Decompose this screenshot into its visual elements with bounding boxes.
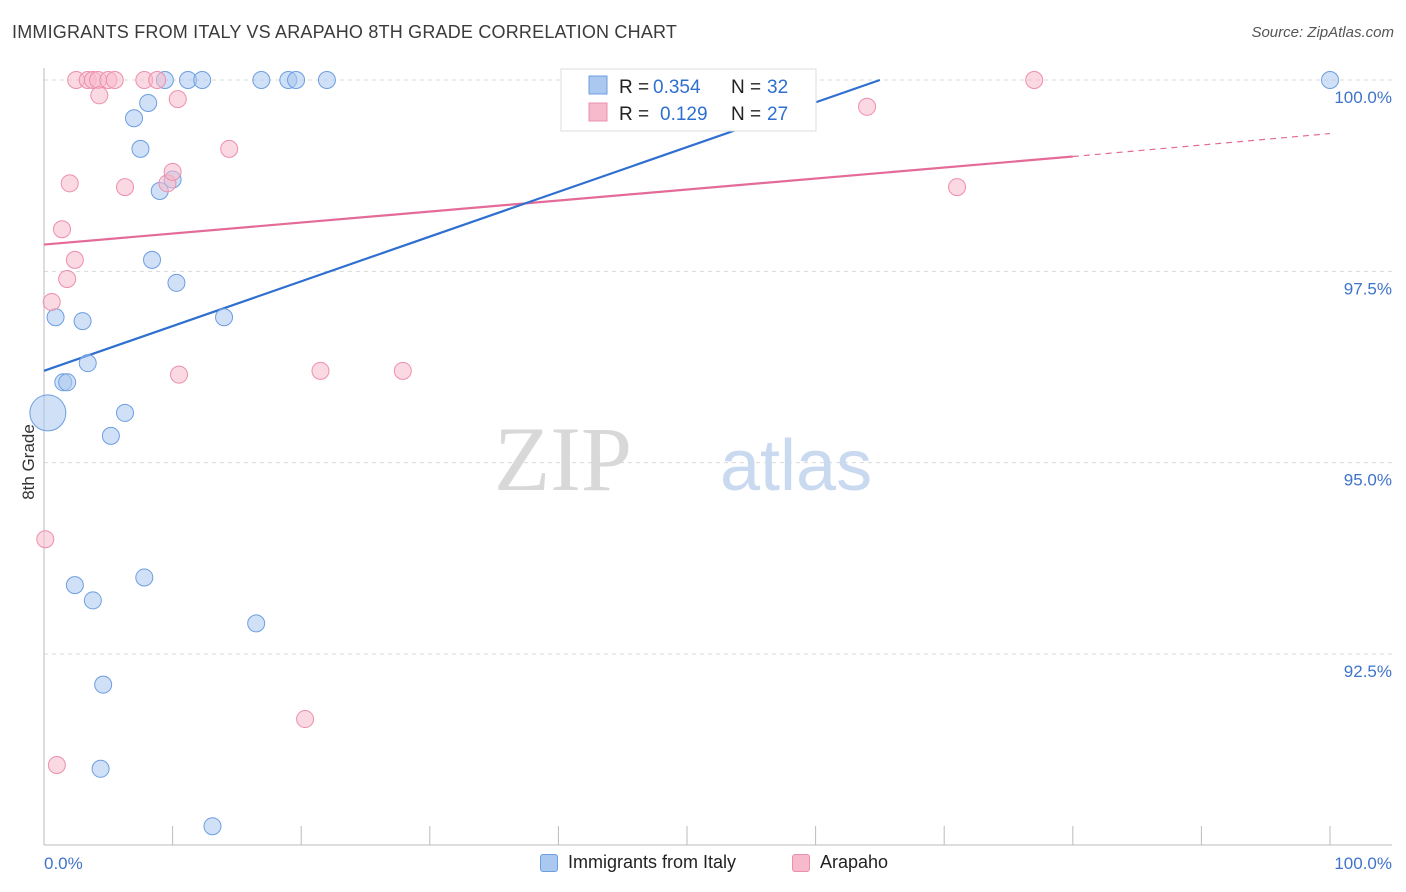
bottom-legend-label-italy: Immigrants from Italy <box>568 852 737 872</box>
y-tick-label: 92.5% <box>1344 662 1392 681</box>
bottom-legend-italy[interactable]: Immigrants from Italy <box>540 852 736 873</box>
point-arapaho <box>42 292 61 311</box>
stats-legend: R = 0.354 N = 32 R = 0.129 N = 27 <box>560 68 817 132</box>
point-italy <box>1321 71 1339 89</box>
point-arapaho <box>296 710 315 729</box>
point-arapaho <box>90 86 109 105</box>
legend-swatch-arapaho <box>588 102 608 122</box>
point-italy <box>78 354 97 373</box>
point-arapaho <box>311 361 330 380</box>
point-italy <box>46 308 65 327</box>
point-arapaho <box>148 71 167 89</box>
point-italy <box>252 71 271 89</box>
legend-r-label-arapaho: R = <box>619 104 649 125</box>
point-italy <box>101 426 120 445</box>
point-italy <box>193 71 212 89</box>
point-italy <box>131 139 150 158</box>
point-arapaho <box>65 250 84 269</box>
point-arapaho <box>105 71 124 89</box>
legend-r-label-italy: R = <box>619 77 649 98</box>
point-italy <box>125 109 144 128</box>
bottom-legend-swatch-arapaho <box>792 853 810 872</box>
point-arapaho <box>58 269 77 288</box>
x-tick-label: 100.0% <box>1334 854 1392 873</box>
point-italy <box>135 568 154 587</box>
point-italy <box>91 759 110 778</box>
data-points <box>29 71 1339 836</box>
point-arapaho <box>1025 71 1044 89</box>
point-italy <box>65 576 84 595</box>
point-italy <box>116 403 135 422</box>
point-italy <box>167 273 186 292</box>
y-tick-label: 95.0% <box>1344 471 1392 490</box>
y-tick-label: 100.0% <box>1334 88 1392 107</box>
point-italy <box>83 591 102 610</box>
point-italy <box>94 675 113 694</box>
x-tick-label: 0.0% <box>44 854 83 873</box>
point-italy <box>203 817 222 836</box>
point-italy <box>139 93 158 112</box>
y-axis-label: 8th Grade <box>19 424 38 500</box>
point-arapaho <box>36 530 55 549</box>
tick-labels: 100.0% 97.5% 95.0% 92.5% 0.0% 100.0% <box>44 88 1392 873</box>
point-arapaho <box>47 755 66 774</box>
bottom-legend-label-arapaho: Arapaho <box>820 852 889 872</box>
point-italy <box>143 250 162 269</box>
point-italy <box>73 312 92 331</box>
point-arapaho <box>163 162 182 181</box>
watermark: ZIP atlas <box>494 408 872 510</box>
chart-title: IMMIGRANTS FROM ITALY VS ARAPAHO 8TH GRA… <box>12 22 678 42</box>
watermark-zip: ZIP <box>494 408 632 510</box>
point-arapaho <box>116 178 135 197</box>
bottom-legend: Immigrants from Italy Arapaho <box>0 852 1406 878</box>
point-arapaho <box>168 90 187 109</box>
legend-n-value-arapaho: 27 <box>767 104 788 125</box>
point-arapaho <box>220 139 239 158</box>
point-italy <box>58 373 77 392</box>
point-italy <box>215 308 234 327</box>
axes <box>43 68 1392 846</box>
point-arapaho <box>60 174 79 193</box>
point-italy <box>247 614 266 633</box>
y-tick-label: 97.5% <box>1344 279 1392 298</box>
point-arapaho <box>170 365 189 384</box>
point-arapaho <box>53 220 72 239</box>
point-arapaho <box>948 178 967 197</box>
legend-n-value-italy: 32 <box>767 77 788 98</box>
legend-swatch-italy <box>588 75 608 95</box>
point-italy <box>317 71 336 89</box>
legend-n-label-italy: N = <box>731 77 761 98</box>
bottom-legend-swatch-italy <box>540 853 558 872</box>
bottom-legend-arapaho[interactable]: Arapaho <box>792 852 888 873</box>
source-label: Source: ZipAtlas.com <box>1251 24 1394 41</box>
point-italy <box>287 71 306 89</box>
point-arapaho <box>858 97 877 116</box>
legend-n-label-arapaho: N = <box>731 104 761 125</box>
grid-lines <box>44 79 1392 655</box>
point-italy <box>29 394 67 432</box>
watermark-atlas: atlas <box>720 426 872 506</box>
trend-line-arapaho <box>43 155 1073 246</box>
point-arapaho <box>393 361 412 380</box>
legend-r-value-arapaho: 0.129 <box>660 104 708 125</box>
legend-r-value-italy: 0.354 <box>653 77 701 98</box>
trend-line-arapaho-extension <box>1072 132 1331 158</box>
